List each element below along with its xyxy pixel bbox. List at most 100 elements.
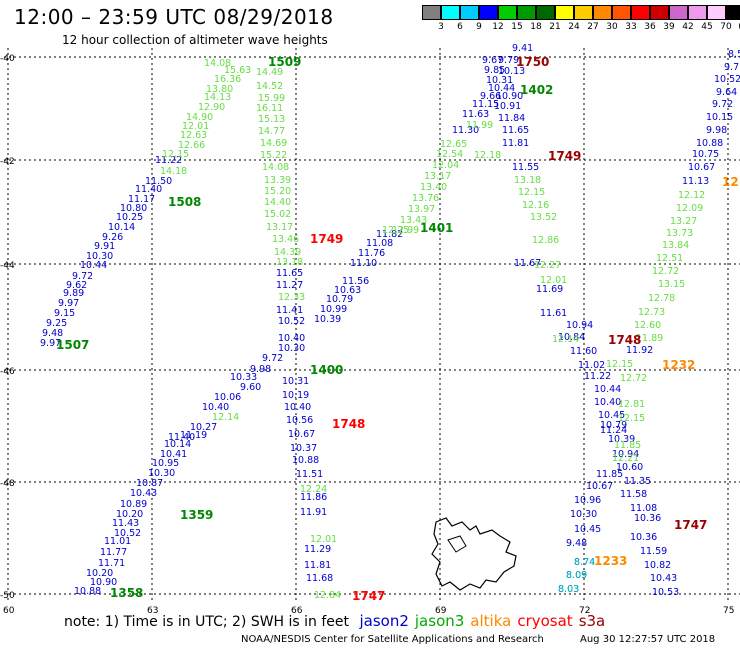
swh-value: 12.78 [648, 293, 675, 304]
swh-value: 9.7 [724, 62, 739, 73]
pass-time-label: 1400 [310, 363, 343, 377]
swh-value: 10.27 [190, 422, 217, 433]
swh-value: 11.77 [100, 547, 127, 558]
color-scale-label: (ft) [738, 22, 740, 32]
swh-value: 9.48 [42, 328, 63, 339]
swh-value: 15.13 [258, 114, 285, 125]
pass-time-label: 1232 [662, 358, 695, 372]
swh-value: 11.41 [276, 305, 303, 316]
swh-value: 9.60 [240, 382, 261, 393]
color-scale-label: 24 [568, 22, 580, 32]
swh-value: 11.92 [626, 345, 653, 356]
swh-value: 13.46 [272, 234, 299, 245]
swh-value: 12.15 [518, 187, 545, 198]
swh-value: 8.5 [728, 49, 740, 60]
pass-time-label: 1749 [548, 149, 581, 163]
swh-value: 9.79 [498, 55, 519, 66]
swh-value: 12.18 [474, 150, 501, 161]
pass-time-label: 1507 [56, 338, 89, 352]
swh-value: 11.29 [304, 544, 331, 555]
satellite-legend-jason2: jason2 [359, 612, 409, 630]
swh-value: 10.87 [136, 478, 163, 489]
swh-value: 10.30 [148, 468, 175, 479]
swh-value: 11.02 [578, 360, 605, 371]
latitude-label: -44 [0, 261, 15, 271]
color-scale-label: 45 [701, 22, 713, 32]
swh-value: 13.18 [514, 175, 541, 186]
swh-value: 10.36 [630, 532, 657, 543]
swh-value: 10.90 [496, 91, 523, 102]
swh-value: 10.75 [692, 149, 719, 160]
swh-value: 12.84 [314, 590, 341, 601]
swh-value: 10.39 [314, 314, 341, 325]
swh-value: 12.21 [612, 453, 639, 464]
swh-value: 9.64 [716, 87, 737, 98]
longitude-label: 63 [147, 606, 158, 616]
swh-value: 9.98 [250, 364, 271, 375]
satellite-legend-jason3: jason3 [414, 612, 465, 630]
swh-value: 14.08 [262, 162, 289, 173]
swh-value: 12.81 [618, 399, 645, 410]
swh-value: 12.54 [436, 149, 463, 160]
swh-value: 15.20 [264, 186, 291, 197]
swh-value: 11.81 [304, 560, 331, 571]
pass-time-label: 1359 [180, 508, 213, 522]
swh-value: 10.45 [598, 410, 625, 421]
swh-value: 12.01 [310, 534, 337, 545]
swh-value: 11.35 [624, 476, 651, 487]
color-scale-label: 70 [720, 22, 732, 32]
swh-value: 12.15 [162, 149, 189, 160]
swh-value: 11.61 [540, 308, 567, 319]
color-swatch [536, 5, 555, 20]
color-swatch [555, 5, 574, 20]
footer-credit: NOAA/NESDIS Center for Satellite Applica… [241, 634, 544, 645]
swh-value: 10.33 [230, 372, 257, 383]
swh-value: 10.79 [326, 294, 353, 305]
color-scale-label: 36 [644, 22, 656, 32]
swh-value: 11.17 [128, 194, 155, 205]
swh-value: 11.13 [682, 176, 709, 187]
swh-value: 12.86 [532, 235, 559, 246]
color-swatch [707, 5, 726, 20]
longitude-label: 66 [291, 606, 303, 616]
swh-value: 9.91 [94, 241, 115, 252]
pass-time-label: 1750 [516, 55, 549, 69]
swh-value: 11.71 [98, 558, 125, 569]
color-swatch [650, 5, 669, 20]
swh-value: 10.06 [214, 392, 241, 403]
swh-value: 9.72 [712, 99, 733, 110]
longitude-label: 60 [3, 606, 15, 616]
notes-label: note: 1) Time is in UTC; 2) SWH is in fe… [64, 614, 350, 630]
color-scale-label: 12 [492, 22, 504, 32]
color-swatch [479, 5, 498, 20]
swh-value: 8.03 [558, 584, 579, 595]
swh-value: 10.30 [86, 251, 113, 262]
swh-value: 10.56 [286, 415, 313, 426]
pass-time-label: 1508 [168, 195, 201, 209]
swh-value: 10.39 [608, 434, 635, 445]
swh-value: 8.09 [566, 570, 587, 581]
color-swatch [631, 5, 650, 20]
swh-value: 14.49 [256, 67, 283, 78]
swh-value: 12.24 [300, 484, 327, 495]
color-swatch [441, 5, 460, 20]
color-scale-label: 39 [663, 22, 675, 32]
swh-value: 9.67 [482, 55, 503, 66]
swh-value: 13.17 [266, 222, 293, 233]
swh-value: 8.74 [574, 557, 595, 568]
swh-value: 10.37 [290, 443, 317, 454]
swh-value: 10.44 [488, 83, 515, 94]
swh-value: 11.68 [306, 573, 333, 584]
swh-value: 10.40 [278, 333, 305, 344]
swh-value: 10.40 [594, 397, 621, 408]
swh-value: 14.13 [204, 92, 231, 103]
swh-value: 12.15 [618, 413, 645, 424]
swh-value: 11.67 [514, 258, 541, 269]
swh-value: 11.40 [168, 432, 195, 443]
swh-value: 10.96 [574, 495, 601, 506]
swh-value: 14.39 [274, 247, 301, 258]
swh-value: 12.14 [212, 412, 239, 423]
swh-value: 15.22 [260, 150, 287, 161]
swh-value: 12.90 [198, 102, 225, 113]
swh-value: 11.56 [342, 276, 369, 287]
